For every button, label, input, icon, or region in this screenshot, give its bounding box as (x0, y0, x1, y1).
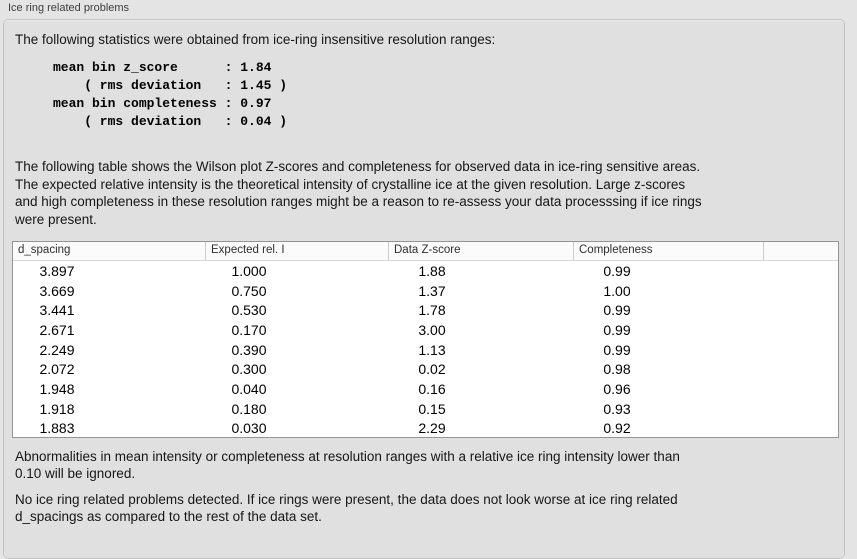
table-header-row: d_spacing Expected rel. I Data Z-score C… (13, 242, 838, 261)
cell-expected-rel-i: 0.750 (231, 282, 267, 299)
cell-data-z-score: 0.15 (418, 400, 446, 417)
conclusion-text: No ice ring related problems detected. I… (15, 492, 678, 524)
cell-expected-rel-i: 0.390 (231, 341, 267, 358)
cell-data-z-score: 3.00 (418, 321, 446, 338)
cell-d-spacing: 3.897 (39, 262, 75, 279)
table-row[interactable]: 1.918 0.180 0.15 0.93 (13, 399, 838, 419)
ice-ring-report-screen: { "panel": { "title": "Ice ring related … (3, 2, 845, 559)
cell-expected-rel-i: 0.040 (231, 380, 267, 397)
cell-completeness: 0.96 (603, 380, 631, 397)
cell-completeness: 0.99 (603, 341, 631, 358)
cell-expected-rel-i: 0.180 (231, 400, 267, 417)
column-header-spacer[interactable] (763, 242, 838, 260)
stats-block: mean bin z_score : 1.84 ( rms deviation … (53, 60, 288, 129)
cell-d-spacing: 2.249 (39, 341, 75, 358)
cell-expected-rel-i: 0.530 (231, 302, 267, 319)
cell-d-spacing: 1.918 (39, 400, 75, 417)
cell-data-z-score: 1.88 (418, 262, 446, 279)
cell-data-z-score: 1.78 (418, 302, 446, 319)
table-row[interactable]: 3.441 0.530 1.78 0.99 (13, 300, 838, 320)
cell-completeness: 0.92 (603, 420, 631, 437)
cell-d-spacing: 3.441 (39, 302, 75, 319)
cell-d-spacing: 2.072 (39, 361, 75, 378)
cell-expected-rel-i: 0.170 (231, 321, 267, 338)
cell-completeness: 0.99 (603, 262, 631, 279)
column-header-data-z-score[interactable]: Data Z-score (388, 242, 573, 260)
cell-d-spacing: 1.948 (39, 380, 75, 397)
cell-completeness: 0.99 (603, 302, 631, 319)
table-row[interactable]: 2.671 0.170 3.00 0.99 (13, 320, 838, 340)
table-row[interactable]: 1.948 0.040 0.16 0.96 (13, 379, 838, 399)
cell-expected-rel-i: 1.000 (231, 262, 267, 279)
cell-completeness: 0.93 (603, 400, 631, 417)
ice-ring-groupbox: The following statistics were obtained f… (3, 19, 845, 559)
cell-d-spacing: 1.883 (39, 420, 75, 437)
cell-data-z-score: 1.13 (418, 341, 446, 358)
cell-data-z-score: 1.37 (418, 282, 446, 299)
cell-data-z-score: 0.02 (418, 361, 446, 378)
table-row[interactable]: 2.072 0.300 0.02 0.98 (13, 359, 838, 379)
table-description: The following table shows the Wilson plo… (15, 159, 702, 227)
table-row[interactable]: 3.669 0.750 1.37 1.00 (13, 281, 838, 301)
groupbox-title: Ice ring related problems (8, 2, 130, 14)
column-header-completeness[interactable]: Completeness (573, 242, 763, 260)
table-row[interactable]: 3.897 1.000 1.88 0.99 (13, 261, 838, 281)
cell-data-z-score: 0.16 (418, 380, 446, 397)
cell-completeness: 0.98 (603, 361, 631, 378)
ice-ring-table: d_spacing Expected rel. I Data Z-score C… (12, 241, 839, 438)
abnormalities-note: Abnormalities in mean intensity or compl… (15, 449, 680, 481)
table-row[interactable]: 2.249 0.390 1.13 0.99 (13, 340, 838, 360)
cell-completeness: 0.99 (603, 321, 631, 338)
cell-expected-rel-i: 0.030 (231, 420, 267, 437)
column-header-expected-rel-i[interactable]: Expected rel. I (205, 242, 388, 260)
cell-data-z-score: 2.29 (418, 420, 446, 437)
cell-d-spacing: 3.669 (39, 282, 75, 299)
table-body: 3.897 1.000 1.88 0.99 3.669 0.750 1.37 1… (13, 261, 838, 438)
table-row[interactable]: 1.883 0.030 2.29 0.92 (13, 419, 838, 439)
cell-expected-rel-i: 0.300 (231, 361, 267, 378)
cell-completeness: 1.00 (603, 282, 631, 299)
cell-d-spacing: 2.671 (39, 321, 75, 338)
column-header-d-spacing[interactable]: d_spacing (18, 244, 71, 256)
intro-text: The following statistics were obtained f… (15, 32, 496, 47)
